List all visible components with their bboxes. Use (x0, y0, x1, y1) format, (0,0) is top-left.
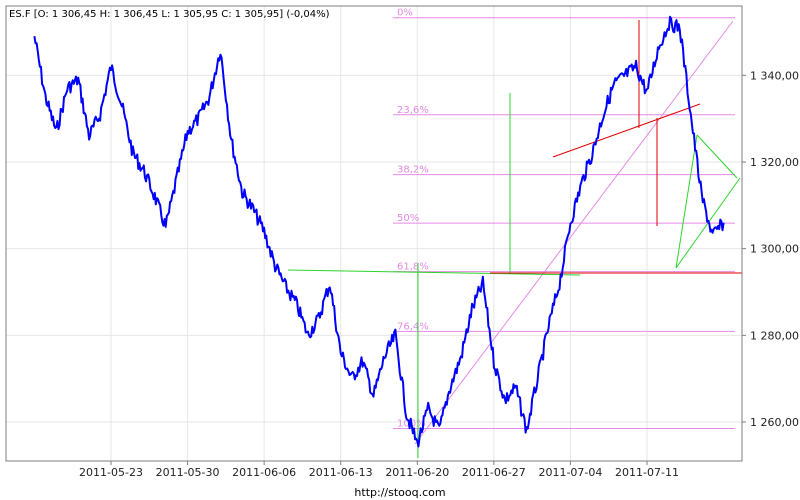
x-tick-label-7: 2011-07-11 (615, 466, 679, 479)
y-tick-label-2: 1 300,00 (750, 243, 799, 256)
plot-frame (5, 5, 743, 462)
x-tick-label-2: 2011-06-06 (232, 466, 296, 479)
fib-label-3: 50% (397, 213, 419, 224)
fib-label-2: 38,2% (397, 165, 429, 176)
x-tick-label-3: 2011-06-13 (309, 466, 373, 479)
x-tick-label-5: 2011-06-27 (462, 466, 526, 479)
price-series (33, 15, 725, 448)
y-tick-label-0: 1 260,00 (750, 416, 799, 429)
price-line (33, 15, 725, 448)
x-tick-label-6: 2011-07-04 (538, 466, 602, 479)
fib-label-4: 61,8% (397, 262, 429, 273)
fib-label-1: 23,6% (397, 105, 429, 116)
x-tick-label-1: 2011-05-30 (156, 466, 220, 479)
x-axis: 2011-05-23 2011-05-30 2011-06-06 2011-06-13… (79, 461, 679, 479)
fib-label-0: 0% (397, 8, 413, 19)
quote-header: ES.F [O: 1 306,45 H: 1 306,45 L: 1 305,9… (9, 9, 330, 20)
green-channel-upper (696, 134, 738, 179)
source-footer[interactable]: http://stooq.com (354, 486, 445, 499)
fib-label-5: 76,4% (397, 321, 429, 332)
fibonacci-retracement: 0%23,6%38,2%50%61,8%76,4%100% (393, 8, 735, 430)
y-tick-label-1: 1 280,00 (750, 329, 799, 342)
x-tick-label-4: 2011-06-20 (385, 466, 449, 479)
green-channel-side (675, 134, 698, 269)
x-tick-label-0: 2011-05-23 (79, 466, 143, 479)
y-axis: 1 260,00 1 280,00 1 300,00 1 320,00 1 340,00 (742, 69, 799, 429)
red-trend-line (552, 103, 701, 158)
trend-annotations (287, 20, 742, 458)
fib-diagonal-line (414, 20, 734, 445)
green-horizontal-line (287, 269, 581, 276)
y-tick-label-3: 1 320,00 (750, 156, 799, 169)
y-tick-label-4: 1 340,00 (750, 69, 799, 82)
